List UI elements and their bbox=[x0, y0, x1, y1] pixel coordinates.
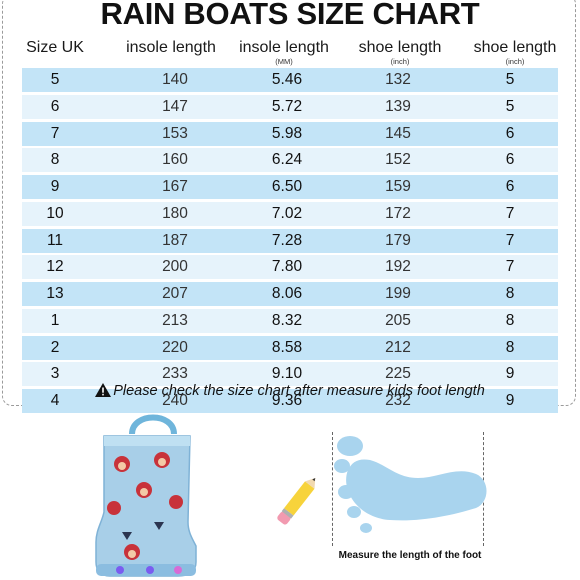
table-row: 10 180 7.02 172 7 bbox=[22, 201, 558, 226]
table-row: 1 213 8.32 205 8 bbox=[22, 308, 558, 333]
table-row: 4 240 9.36 232 9 bbox=[22, 389, 558, 414]
measure-note: Please check the size chart after measur… bbox=[0, 383, 580, 399]
table-header: Size UK insole length insole length (MM)… bbox=[0, 38, 580, 68]
table-row: 13 207 8.06 199 8 bbox=[22, 282, 558, 307]
rain-boot-image bbox=[95, 414, 197, 577]
warning-icon bbox=[95, 383, 112, 397]
table-row: 12 200 7.80 192 7 bbox=[22, 255, 558, 280]
table-row: 9 167 6.50 159 6 bbox=[22, 175, 558, 200]
measure-guide-left bbox=[332, 432, 334, 546]
table-row: 8 160 6.24 152 6 bbox=[22, 148, 558, 173]
note-text: Please check the size chart after measur… bbox=[113, 383, 485, 399]
table-row: 3 233 9.10 225 9 bbox=[22, 362, 558, 387]
table-row: 6 147 5.72 139 5 bbox=[22, 94, 558, 119]
chart-title: RAIN BOATS SIZE CHART bbox=[100, 0, 480, 31]
table-row: 5 140 5.46 132 5 bbox=[22, 68, 558, 92]
table-row: 2 220 8.58 212 8 bbox=[22, 335, 558, 360]
size-table: 5 140 5.46 132 5 6 147 5.72 139 5 7 153 5.98 145 6 8… bbox=[22, 68, 558, 416]
header-insole-length-mm: insole length (MM) bbox=[239, 39, 329, 66]
table-row: 11 187 7.28 179 7 bbox=[22, 228, 558, 253]
table-row: 7 153 5.98 145 6 bbox=[22, 121, 558, 146]
pencil-icon bbox=[277, 477, 316, 525]
header-shoe-length-b: shoe length (inch) bbox=[473, 39, 557, 66]
header-insole-length: insole length bbox=[126, 39, 216, 56]
foot-caption: Measure the length of the foot bbox=[338, 550, 482, 561]
footprint-icon bbox=[334, 436, 487, 533]
header-size-uk: Size UK bbox=[26, 39, 84, 56]
header-shoe-length-a: shoe length (inch) bbox=[358, 39, 442, 66]
